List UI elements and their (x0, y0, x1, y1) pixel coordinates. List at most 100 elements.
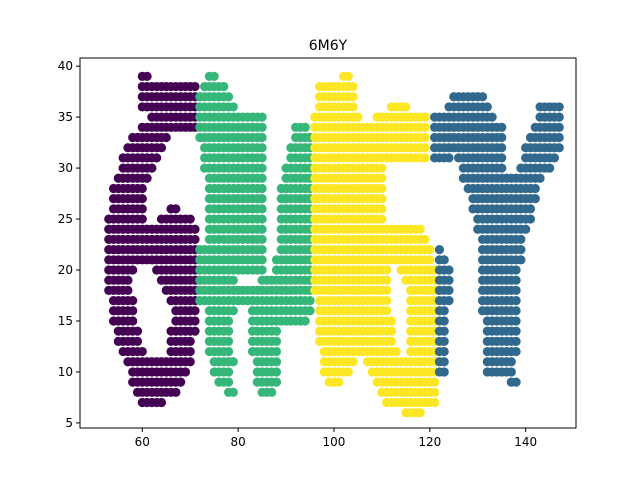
data-point (420, 234, 430, 245)
series-0 (104, 71, 200, 408)
data-point (171, 204, 181, 214)
data-point (137, 194, 147, 204)
data-point (228, 306, 238, 316)
data-point (257, 163, 267, 173)
series-2 (310, 71, 440, 418)
data-point (511, 265, 521, 275)
data-point (497, 153, 507, 163)
data-point (190, 316, 200, 326)
data-point (439, 367, 449, 377)
data-point (257, 214, 267, 224)
data-point (190, 81, 200, 92)
data-point (497, 163, 507, 173)
data-point (348, 92, 358, 102)
data-point (223, 92, 234, 102)
data-point (137, 214, 147, 224)
data-point (511, 275, 521, 285)
data-point (497, 132, 507, 143)
data-point (209, 71, 219, 81)
data-point (228, 387, 238, 397)
data-point (444, 275, 454, 285)
data-point (516, 234, 526, 245)
y-tick-label: 15 (58, 314, 73, 328)
data-point (348, 81, 358, 92)
data-point (123, 275, 133, 285)
data-point (420, 143, 430, 153)
data-point (477, 92, 488, 102)
y-tick-label: 5 (65, 416, 73, 430)
data-point (128, 306, 138, 316)
data-point (271, 346, 282, 357)
data-point (516, 245, 526, 255)
data-point (386, 336, 397, 346)
data-point (223, 377, 234, 387)
data-point (430, 377, 440, 387)
data-point (271, 367, 282, 377)
data-point (525, 204, 536, 214)
data-point (223, 316, 234, 326)
data-point (434, 245, 445, 255)
data-point (511, 316, 521, 326)
data-point (142, 173, 152, 183)
data-point (439, 316, 449, 326)
data-point (305, 306, 315, 316)
data-point (430, 397, 440, 408)
x-axis: 60 80 100 120 140 (135, 428, 537, 449)
data-point (257, 183, 267, 194)
x-tick-label: 120 (418, 435, 441, 449)
data-point (439, 306, 449, 316)
data-point (257, 224, 267, 234)
data-point (482, 102, 492, 112)
data-point (271, 357, 282, 367)
data-point (190, 234, 200, 245)
data-point (506, 357, 516, 367)
data-point (439, 326, 449, 336)
x-tick-label: 100 (323, 435, 346, 449)
data-point (348, 102, 358, 112)
data-point (530, 183, 540, 194)
data-point (386, 316, 397, 326)
data-point (420, 122, 430, 132)
data-point (554, 132, 564, 143)
data-point (439, 336, 449, 346)
data-point (348, 357, 358, 367)
data-point (415, 224, 425, 234)
data-point (257, 132, 267, 143)
data-point (506, 367, 516, 377)
data-point (128, 316, 138, 326)
data-point (377, 173, 387, 183)
data-point (487, 112, 497, 122)
data-point (190, 306, 200, 316)
data-point (521, 224, 531, 234)
data-point (180, 367, 191, 377)
data-point (257, 234, 267, 245)
data-point (223, 346, 234, 357)
data-point (190, 326, 200, 336)
data-point (377, 204, 387, 214)
data-point (353, 112, 363, 122)
data-point (420, 153, 430, 163)
data-point (147, 163, 157, 173)
x-tick-label: 140 (514, 435, 537, 449)
data-point (377, 183, 387, 194)
data-point (382, 275, 392, 285)
data-point (137, 204, 147, 214)
data-point (257, 122, 267, 132)
data-point (420, 112, 430, 122)
data-point (156, 143, 167, 153)
data-point (257, 204, 267, 214)
data-point (334, 377, 344, 387)
data-point (257, 265, 267, 275)
data-point (271, 377, 282, 387)
data-point (444, 295, 454, 306)
data-point (132, 326, 143, 336)
chart-title: 6M6Y (309, 38, 348, 54)
data-point (185, 346, 195, 357)
data-point (439, 255, 449, 265)
data-point (123, 285, 133, 295)
data-point (497, 143, 507, 153)
y-tick-label: 30 (58, 161, 73, 175)
data-point (228, 102, 238, 112)
data-point (343, 367, 353, 377)
data-point (554, 102, 564, 112)
